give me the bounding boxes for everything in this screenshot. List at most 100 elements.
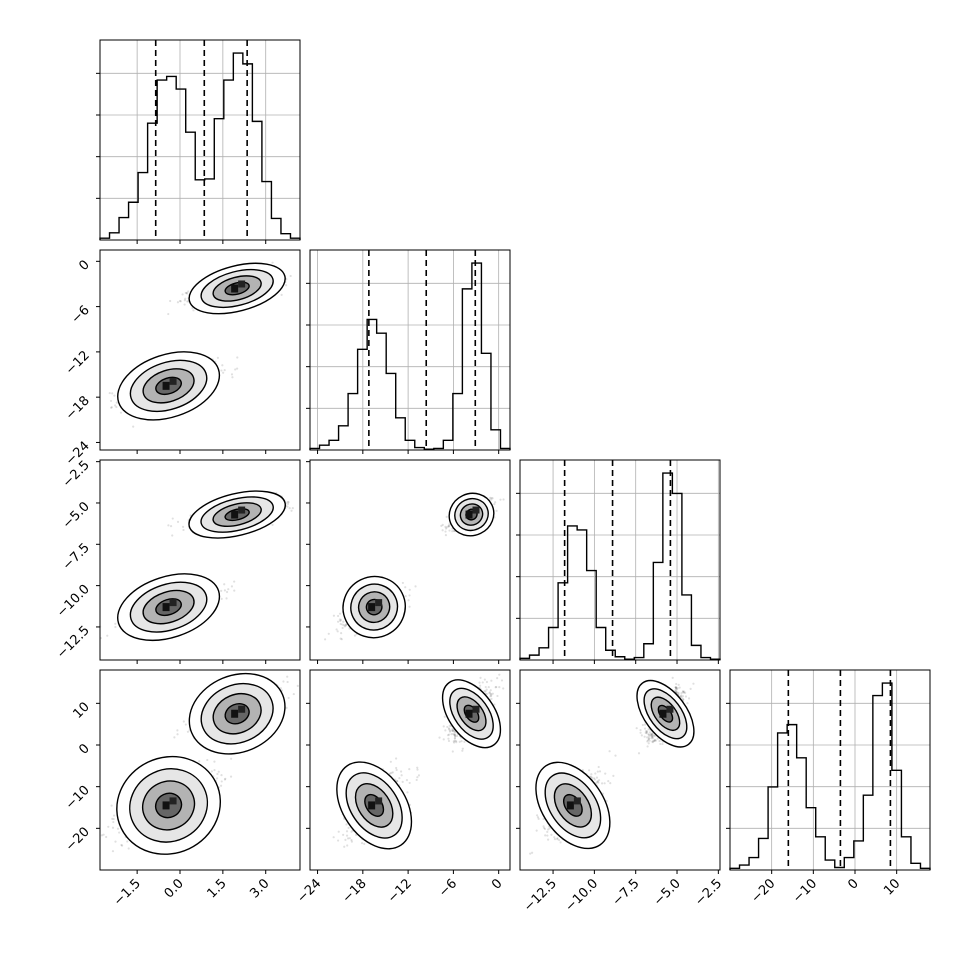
scatter-point [344,624,347,627]
scatter-point [236,367,239,370]
scatter-point [448,523,451,526]
panel-background [100,40,300,240]
scatter-point [233,589,236,592]
panel-frame [309,459,511,661]
scatter-point [100,834,103,837]
scatter-point [404,586,407,589]
histogram-series [309,262,511,450]
panel-frame [309,249,511,451]
histogram-panel-1 [306,249,511,454]
scatter-point [338,618,341,621]
scatter-point [185,292,189,295]
scatter-point [230,373,234,376]
histogram-series [99,52,301,240]
density-core [231,510,239,519]
scatter-point [444,527,448,530]
scatter-point [324,638,327,641]
scatter-point [114,622,117,625]
density-core [375,599,383,607]
scatter-point [489,496,492,499]
scatter-panel-2-0 [96,459,301,664]
density-core [238,280,246,288]
scatter-point [192,309,195,312]
scatter-point [236,356,239,359]
density-core [368,603,376,612]
panel-background [310,250,510,450]
density-core [472,506,480,514]
scatter-point [341,623,344,626]
scatter-point [167,524,170,527]
scatter-point [408,594,411,597]
panel-background [520,460,720,660]
scatter-point [495,509,498,512]
scatter-point [336,614,340,618]
scatter-point [233,580,236,583]
scatter-point [213,768,216,772]
scatter-point [171,517,174,520]
scatter-point [305,271,307,273]
scatter-point [120,844,124,847]
scatter-point [220,597,223,600]
scatter-point [404,594,407,598]
scatter-point [336,630,339,633]
scatter-point [169,524,173,528]
scatter-point [408,605,411,608]
scatter-point [96,833,98,835]
scatter-point [167,312,170,316]
scatter-point [448,529,451,532]
scatter-point [341,626,344,630]
scatter-point [223,778,227,781]
scatter-point [220,589,223,593]
scatter-point [286,505,289,508]
scatter-point [451,530,454,533]
scatter-point [171,534,174,537]
scatter-point [181,293,184,296]
scatter-point [110,406,113,409]
scatter-point [408,588,411,591]
scatter-point [447,525,450,528]
scatter-point [230,585,234,588]
scatter-point [493,503,496,506]
scatter-point [339,622,342,626]
scatter-point [441,529,444,532]
scatter-point [339,619,342,623]
scatter-point [271,261,274,264]
density-core [465,510,473,519]
scatter-point [491,497,494,500]
scatter-point [222,371,225,374]
scatter-point [445,526,448,529]
scatter-point [289,274,292,278]
scatter-point [225,597,228,600]
scatter-point [291,507,294,510]
scatter-point [216,356,220,359]
scatter-point [234,368,237,371]
scatter-point [223,369,226,372]
panel-frame [519,459,721,661]
panel-frame [99,39,301,241]
scatter-panel-1-0 [96,249,307,454]
scatter-point [401,581,404,585]
scatter-point [287,501,290,504]
scatter-point [231,376,234,379]
scatter-point [502,498,505,501]
panel-frame [99,249,301,451]
histogram-series [729,682,931,870]
scatter-point [219,784,223,787]
scatter-point [110,804,113,807]
scatter-point [444,525,447,529]
scatter-point [115,405,118,409]
scatter-point [286,500,289,504]
scatter-point [447,524,451,527]
scatter-point [290,509,293,512]
scatter-point [119,411,123,414]
scatter-point [114,625,117,629]
scatter-point [340,638,343,641]
scatter-point [114,404,117,407]
panel-background [310,460,510,660]
scatter-point [221,364,224,367]
scatter-point [181,525,185,528]
scatter-point [179,300,182,303]
scatter-point [353,634,357,637]
density-core [238,506,246,514]
